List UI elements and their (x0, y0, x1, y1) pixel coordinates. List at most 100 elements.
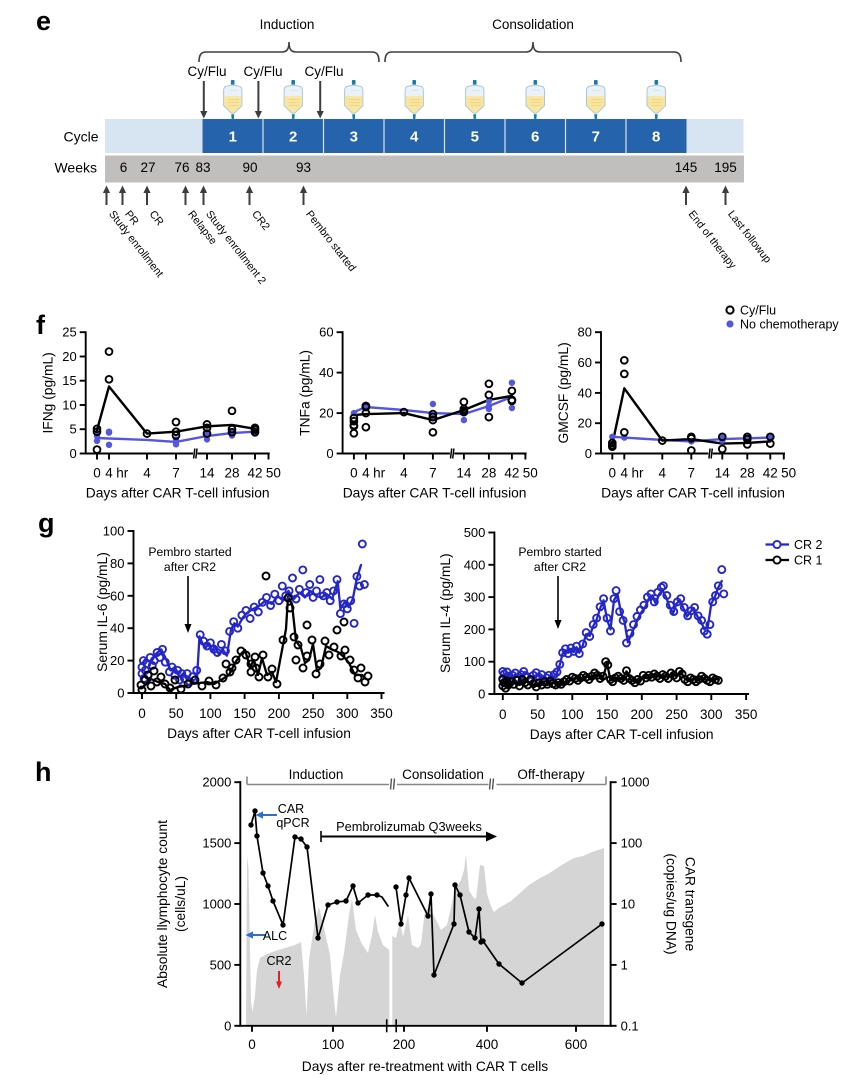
svg-text:Days after CAR T-cell infusion: Days after CAR T-cell infusion (601, 486, 785, 501)
svg-text:4: 4 (659, 466, 667, 481)
svg-text:Off-therapy: Off-therapy (517, 767, 585, 782)
svg-text:qPCR: qPCR (276, 816, 309, 830)
svg-text:4: 4 (143, 466, 151, 481)
svg-text:200: 200 (464, 622, 486, 637)
svg-text:TNFa (pg/mL): TNFa (pg/mL) (298, 350, 313, 436)
svg-text:300: 300 (336, 706, 359, 721)
svg-text:8: 8 (652, 129, 660, 146)
svg-text:1000: 1000 (621, 775, 650, 790)
svg-text:No chemotherapy: No chemotherapy (740, 318, 839, 332)
svg-text:15: 15 (62, 373, 76, 388)
svg-text:150: 150 (233, 706, 256, 721)
svg-text:100: 100 (199, 706, 222, 721)
svg-text:Weeks: Weeks (54, 160, 97, 176)
svg-text:4: 4 (362, 466, 370, 481)
svg-text:Days after CAR T-cell infusion: Days after CAR T-cell infusion (530, 727, 714, 742)
svg-text:(cells/uL): (cells/uL) (173, 876, 188, 932)
svg-text:100: 100 (464, 654, 486, 669)
svg-text:Cycle: Cycle (63, 129, 98, 145)
svg-text:25: 25 (62, 325, 76, 340)
svg-text:0: 0 (609, 466, 617, 481)
svg-text:40: 40 (319, 365, 333, 380)
svg-text:250: 250 (302, 706, 325, 721)
svg-text:CAR transgene: CAR transgene (683, 857, 698, 952)
svg-text:4: 4 (400, 466, 408, 481)
svg-text:GMCSF (pg/mL): GMCSF (pg/mL) (556, 342, 571, 443)
svg-text:IFNg (pg/mL): IFNg (pg/mL) (41, 352, 56, 433)
svg-text:6: 6 (531, 129, 539, 146)
svg-text:500: 500 (210, 957, 232, 972)
svg-text:0: 0 (499, 707, 507, 722)
svg-text:Cy/Flu: Cy/Flu (187, 64, 226, 79)
svg-text:60: 60 (578, 355, 592, 370)
svg-text:f: f (36, 310, 46, 340)
svg-text:5: 5 (69, 422, 76, 437)
svg-text:80: 80 (578, 325, 592, 340)
svg-text:40: 40 (110, 621, 124, 636)
svg-text:7: 7 (688, 466, 696, 481)
svg-text:Induction: Induction (289, 767, 344, 782)
svg-text:20: 20 (62, 349, 76, 364)
svg-text:Consolidation: Consolidation (402, 767, 484, 782)
svg-text:0: 0 (224, 1018, 231, 1033)
svg-text:0.1: 0.1 (621, 1018, 639, 1033)
svg-text:Serum IL-4 (pg/mL): Serum IL-4 (pg/mL) (438, 553, 453, 673)
svg-text:2000: 2000 (202, 775, 231, 790)
svg-text:hr: hr (116, 466, 129, 481)
svg-text:100: 100 (103, 524, 125, 539)
svg-text:350: 350 (735, 707, 758, 722)
svg-text:60: 60 (110, 588, 124, 603)
svg-text:250: 250 (665, 707, 688, 722)
svg-text:g: g (38, 508, 55, 538)
svg-text:50: 50 (781, 466, 796, 481)
svg-text:195: 195 (714, 160, 737, 175)
svg-text:50: 50 (169, 706, 184, 721)
svg-text:1500: 1500 (202, 836, 231, 851)
svg-text:42: 42 (247, 466, 262, 481)
svg-text:5: 5 (471, 129, 479, 146)
svg-text:0: 0 (93, 466, 101, 481)
svg-text:0: 0 (69, 446, 76, 461)
svg-text:200: 200 (631, 707, 654, 722)
svg-text:90: 90 (242, 160, 257, 175)
svg-text:400: 400 (464, 557, 486, 572)
svg-text:20: 20 (319, 406, 333, 421)
svg-text:Days after CAR T-cell infusion: Days after CAR T-cell infusion (343, 486, 527, 501)
svg-text:CR 1: CR 1 (794, 553, 823, 567)
svg-text:7: 7 (592, 129, 600, 146)
svg-text:0: 0 (585, 446, 592, 461)
svg-text:145: 145 (675, 160, 698, 175)
svg-text:6: 6 (120, 160, 128, 175)
svg-text:2: 2 (289, 129, 297, 146)
svg-text:Cy/Flu: Cy/Flu (740, 304, 776, 318)
svg-text:Absolute llymphocyte count: Absolute llymphocyte count (155, 820, 170, 988)
svg-text:Days after CAR T-cell infusion: Days after CAR T-cell infusion (86, 486, 270, 501)
svg-text:ALC: ALC (263, 929, 287, 943)
svg-text:42: 42 (763, 466, 778, 481)
svg-text:27: 27 (140, 160, 155, 175)
svg-text:14: 14 (456, 466, 472, 481)
svg-text:600: 600 (565, 1037, 588, 1052)
svg-text:e: e (36, 6, 51, 36)
svg-text:1000: 1000 (202, 897, 231, 912)
svg-text:Cy/Flu: Cy/Flu (304, 64, 343, 79)
svg-text:14: 14 (199, 466, 215, 481)
svg-text:20: 20 (578, 416, 592, 431)
svg-text:Serum IL-6 (pg/mL): Serum IL-6 (pg/mL) (95, 552, 110, 672)
svg-text:500: 500 (464, 525, 486, 540)
svg-text:200: 200 (268, 706, 291, 721)
svg-text:50: 50 (530, 707, 545, 722)
svg-text:28: 28 (224, 466, 239, 481)
svg-text:Pembro started: Pembro started (148, 545, 231, 559)
svg-text:3: 3 (350, 129, 358, 146)
svg-text:Pembrolizumab Q3weeks: Pembrolizumab Q3weeks (336, 819, 482, 834)
svg-text:42: 42 (504, 466, 519, 481)
svg-text:hr: hr (631, 466, 644, 481)
svg-text:100: 100 (322, 1037, 345, 1052)
svg-text:7: 7 (172, 466, 180, 481)
svg-text:40: 40 (578, 385, 592, 400)
svg-text:100: 100 (561, 707, 584, 722)
svg-text:0: 0 (248, 1037, 256, 1052)
svg-text:Days after re-treatment with C: Days after re-treatment with CAR T cells (302, 1059, 548, 1074)
svg-text:Induction: Induction (260, 17, 315, 32)
